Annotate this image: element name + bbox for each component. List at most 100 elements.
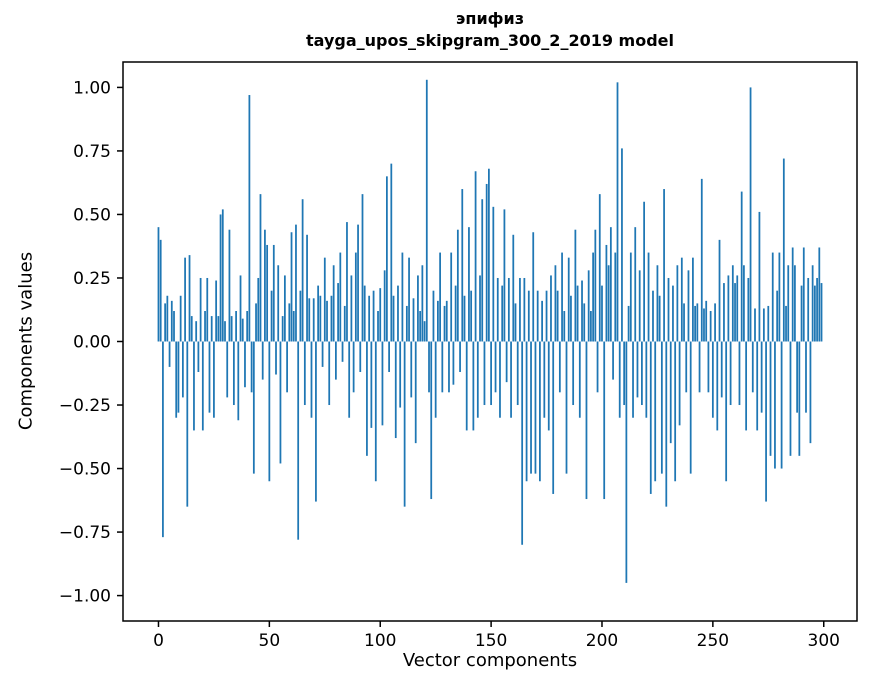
y-tick-label: −0.25 (59, 396, 111, 416)
bar (762, 308, 765, 342)
bar (445, 300, 448, 342)
bar (727, 275, 730, 342)
bar (552, 341, 555, 494)
bar (224, 321, 226, 342)
bar (226, 341, 229, 398)
bar (605, 244, 608, 342)
bar (390, 163, 393, 342)
bar (188, 255, 191, 342)
bar (485, 183, 488, 342)
bar (241, 318, 244, 342)
bar (523, 277, 526, 342)
bar (454, 285, 457, 342)
bar (532, 232, 535, 342)
bar (692, 257, 694, 342)
bar (186, 341, 189, 507)
bar (441, 341, 444, 393)
bar (184, 257, 186, 342)
bar (780, 341, 783, 469)
bar (379, 288, 382, 342)
bar (720, 341, 723, 398)
bar (590, 311, 592, 342)
bar (354, 252, 357, 342)
bar (616, 82, 619, 342)
bar (543, 341, 546, 418)
bar (372, 290, 375, 342)
bar (550, 275, 552, 342)
bar (421, 265, 424, 342)
bar (397, 285, 399, 342)
bar (370, 341, 373, 428)
bar (481, 199, 484, 342)
bar (295, 224, 297, 342)
bar (561, 252, 563, 342)
chart-subtitle: tayga_upos_skipgram_300_2_2019 model (306, 31, 674, 50)
bar (297, 341, 300, 540)
bar (592, 252, 594, 342)
bar (731, 265, 734, 342)
bar (264, 229, 266, 342)
y-tick-label: −0.75 (59, 523, 111, 543)
bar (476, 341, 479, 418)
y-tick-label: −0.50 (59, 460, 111, 480)
bar (572, 341, 575, 406)
bar (594, 229, 597, 342)
bar (760, 341, 763, 413)
bar (505, 341, 508, 383)
bar (201, 341, 204, 431)
bar (488, 168, 490, 342)
bar (607, 265, 610, 342)
bar (310, 341, 313, 418)
bar (636, 341, 639, 398)
bar (765, 341, 767, 502)
bar (448, 341, 450, 393)
x-tick-label: 250 (697, 631, 729, 651)
bar (237, 341, 240, 421)
bar (634, 227, 637, 342)
title-block: эпифиз tayga_upos_skipgram_300_2_2019 mo… (123, 8, 857, 52)
bar (257, 277, 260, 342)
bar (689, 341, 692, 474)
bar (563, 311, 566, 342)
bar (587, 270, 590, 342)
bar (230, 316, 233, 342)
bar (516, 341, 519, 406)
bar (352, 341, 355, 393)
bar (547, 341, 550, 431)
bar (221, 209, 224, 342)
bar (321, 341, 324, 367)
bar (725, 341, 728, 482)
x-tick-label: 200 (586, 631, 618, 651)
bar (627, 305, 630, 342)
bar (796, 341, 799, 413)
bar (179, 295, 182, 342)
bar (381, 341, 384, 426)
bar (323, 257, 326, 342)
bar (361, 194, 364, 342)
bar (800, 285, 803, 342)
bar (534, 341, 537, 474)
bar (290, 232, 293, 342)
bar (232, 341, 235, 406)
bar (286, 341, 288, 393)
bar (317, 285, 320, 342)
bar (173, 311, 175, 342)
bar (239, 275, 242, 342)
bar (456, 229, 459, 342)
bar (315, 341, 317, 502)
bar (521, 341, 524, 545)
bar (272, 244, 275, 342)
bar (776, 290, 779, 342)
bar (348, 341, 351, 418)
bar (758, 211, 761, 342)
bar (235, 311, 237, 342)
bar (743, 265, 745, 342)
bar (769, 341, 772, 456)
bar (483, 341, 486, 406)
bar (660, 341, 663, 474)
bar (461, 189, 464, 342)
bar (193, 341, 195, 431)
bar (667, 277, 670, 342)
bar (514, 303, 517, 342)
